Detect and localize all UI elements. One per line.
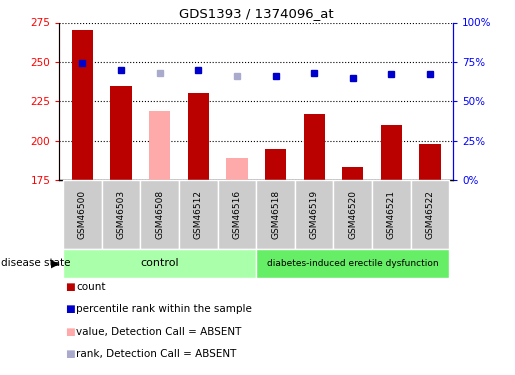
Bar [410, 180, 449, 249]
Text: GSM46520: GSM46520 [348, 190, 357, 239]
Title: GDS1393 / 1374096_at: GDS1393 / 1374096_at [179, 7, 334, 20]
Bar [110, 86, 132, 180]
Text: rank, Detection Call = ABSENT: rank, Detection Call = ABSENT [76, 350, 236, 359]
Bar [140, 180, 179, 249]
Text: GSM46521: GSM46521 [387, 190, 396, 239]
Text: count: count [76, 282, 106, 292]
Bar [419, 144, 441, 180]
Bar [179, 180, 217, 249]
Text: GSM46512: GSM46512 [194, 190, 203, 239]
Bar [342, 167, 364, 180]
Text: ■: ■ [65, 350, 74, 359]
Text: ▶: ▶ [50, 258, 59, 268]
Text: GSM46508: GSM46508 [155, 190, 164, 239]
Bar [217, 180, 256, 249]
Bar [303, 114, 325, 180]
Text: ■: ■ [65, 282, 74, 292]
Bar [187, 93, 209, 180]
Text: GSM46500: GSM46500 [78, 190, 87, 239]
Text: disease state: disease state [1, 258, 71, 268]
Text: GSM46519: GSM46519 [310, 190, 319, 239]
Bar [295, 180, 334, 249]
Bar [381, 125, 402, 180]
Text: GSM46522: GSM46522 [425, 190, 435, 239]
Text: ■: ■ [65, 327, 74, 337]
Bar [256, 249, 449, 278]
Text: GSM46518: GSM46518 [271, 190, 280, 239]
Text: control: control [140, 258, 179, 268]
Text: GSM46503: GSM46503 [116, 190, 126, 239]
Text: ■: ■ [65, 304, 74, 314]
Bar [334, 180, 372, 249]
Text: diabetes-induced erectile dysfunction: diabetes-induced erectile dysfunction [267, 259, 439, 268]
Text: GSM46516: GSM46516 [232, 190, 242, 239]
Bar [265, 148, 286, 180]
Bar [149, 111, 170, 180]
Bar [63, 180, 102, 249]
Text: value, Detection Call = ABSENT: value, Detection Call = ABSENT [76, 327, 242, 337]
Bar [63, 249, 256, 278]
Text: percentile rank within the sample: percentile rank within the sample [76, 304, 252, 314]
Bar [72, 30, 93, 180]
Bar [226, 158, 248, 180]
Bar [256, 180, 295, 249]
Bar [102, 180, 140, 249]
Bar [372, 180, 410, 249]
